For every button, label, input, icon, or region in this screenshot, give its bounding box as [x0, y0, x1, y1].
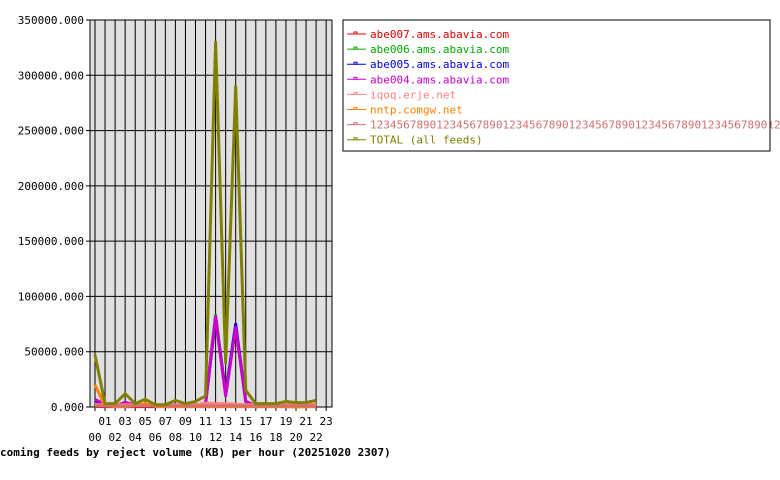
chart-title: coming feeds by reject volume (KB) per h…: [0, 446, 391, 459]
legend-label: abe007.ams.abavia.com: [370, 28, 509, 41]
x-tick-label: 19: [279, 415, 292, 428]
x-tick-label: 15: [239, 415, 252, 428]
x-tick-label: 02: [108, 431, 121, 444]
legend-marker: [353, 122, 358, 126]
legend: [342, 19, 771, 152]
legend-marker: [353, 31, 358, 35]
legend-label: nntp.comgw.net: [370, 104, 463, 117]
x-tick-label: 22: [309, 431, 322, 444]
y-tick-label: 100000.000: [18, 290, 84, 303]
legend-label: iqoq.erje.net: [370, 88, 456, 101]
x-tick-label: 05: [139, 415, 152, 428]
legend-marker: [353, 91, 358, 95]
legend-label: 1234567890123456789012345678901234567890…: [370, 119, 780, 132]
x-tick-label: 09: [179, 415, 192, 428]
legend-marker: [353, 76, 358, 80]
legend-label: abe006.ams.abavia.com: [370, 43, 509, 56]
x-tick-label: 00: [88, 431, 101, 444]
legend-marker: [353, 107, 358, 110]
legend-label: abe004.ams.abavia.com: [370, 73, 509, 86]
x-tick-label: 16: [249, 431, 262, 444]
x-tick-label: 06: [149, 431, 162, 444]
x-tick-label: 12: [209, 431, 222, 444]
x-tick-label: 10: [189, 431, 202, 444]
y-tick-label: 200000.000: [18, 180, 84, 193]
x-tick-label: 08: [169, 431, 182, 444]
x-tick-label: 03: [119, 415, 132, 428]
x-tick-label: 11: [199, 415, 212, 428]
x-tick-label: 14: [229, 431, 243, 444]
legend-label: abe005.ams.abavia.com: [370, 58, 509, 71]
y-tick-label: 350000.000: [18, 14, 84, 27]
y-tick-label: 300000.000: [18, 69, 84, 82]
x-tick-label: 23: [320, 415, 333, 428]
series-line: [93, 40, 317, 407]
x-tick-label: 20: [289, 431, 302, 444]
y-tick-label: 150000.000: [18, 235, 84, 248]
legend-marker: [353, 61, 358, 65]
x-tick-label: 01: [98, 415, 111, 428]
x-tick-label: 04: [129, 431, 143, 444]
x-tick-label: 07: [159, 415, 172, 428]
x-tick-label: 21: [299, 415, 312, 428]
legend-marker: [353, 46, 358, 50]
x-tick-label: 13: [219, 415, 232, 428]
legend-marker: [353, 137, 358, 141]
x-tick-label: 18: [269, 431, 282, 444]
y-tick-label: 0.000: [51, 401, 84, 414]
y-tick-label: 250000.000: [18, 125, 84, 138]
legend-label: TOTAL (all feeds): [370, 134, 483, 147]
x-tick-label: 17: [259, 415, 272, 428]
y-tick-label: 50000.000: [24, 346, 84, 359]
